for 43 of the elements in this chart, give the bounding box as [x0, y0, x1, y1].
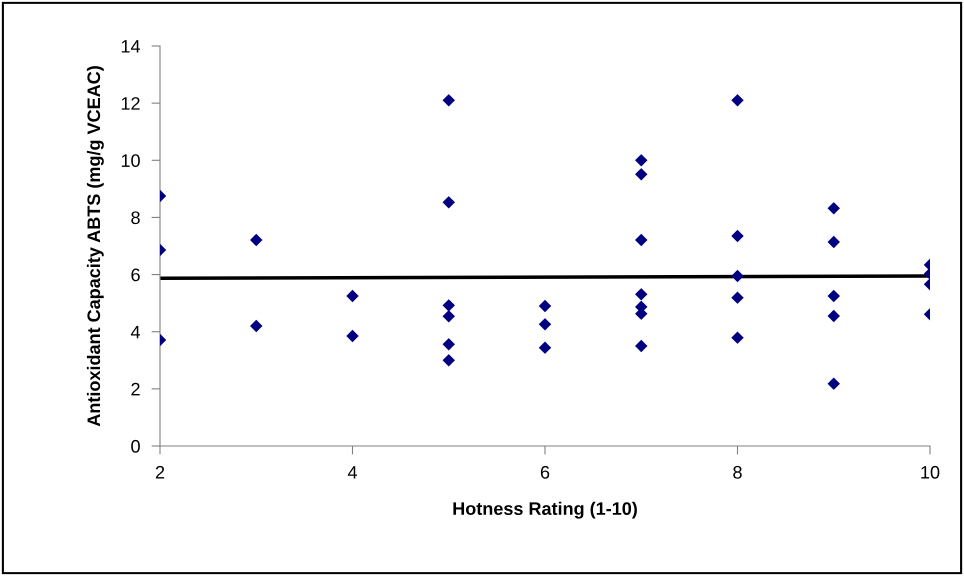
point — [731, 270, 744, 282]
point — [442, 196, 455, 208]
x-tick-label: 2 — [156, 466, 164, 479]
y-tick-label: 4 — [130, 326, 140, 338]
point — [828, 202, 840, 214]
point — [828, 290, 840, 302]
point — [828, 378, 840, 390]
point — [442, 94, 455, 106]
x-tick-label: 6 — [540, 466, 550, 479]
y-tick-label: 12 — [122, 97, 140, 110]
point — [731, 292, 744, 304]
point — [442, 310, 455, 322]
y-tick-label: 6 — [131, 268, 140, 282]
x-axis-title: Hotness Rating (1-10) — [453, 502, 637, 519]
y-tick-label: 8 — [131, 211, 140, 224]
point — [635, 168, 648, 180]
y-tick-label: 2 — [131, 382, 140, 396]
point — [538, 300, 552, 312]
x-tick-label: 10 — [921, 466, 940, 479]
point — [635, 234, 648, 246]
y-tick-label: 14 — [122, 40, 140, 53]
point — [346, 330, 359, 342]
point — [250, 234, 262, 246]
point — [538, 342, 552, 354]
x-tick-label: 4 — [348, 466, 357, 479]
point — [731, 94, 744, 106]
point — [346, 290, 359, 302]
y-axis-title: Antioxidant Capacity ABTS (mg/g VCEAC) — [86, 66, 104, 426]
y-tick-label: 0 — [131, 440, 140, 453]
x-tick-label: 8 — [733, 466, 742, 479]
point — [442, 354, 455, 366]
point — [828, 310, 840, 322]
point — [442, 299, 455, 312]
point — [635, 154, 648, 166]
point — [538, 318, 552, 330]
point — [731, 230, 744, 242]
point — [635, 340, 648, 352]
y-tick-label: 10 — [122, 154, 140, 168]
point — [250, 320, 262, 332]
point — [828, 236, 840, 248]
point — [635, 288, 648, 300]
point — [731, 332, 744, 344]
point — [442, 338, 455, 350]
